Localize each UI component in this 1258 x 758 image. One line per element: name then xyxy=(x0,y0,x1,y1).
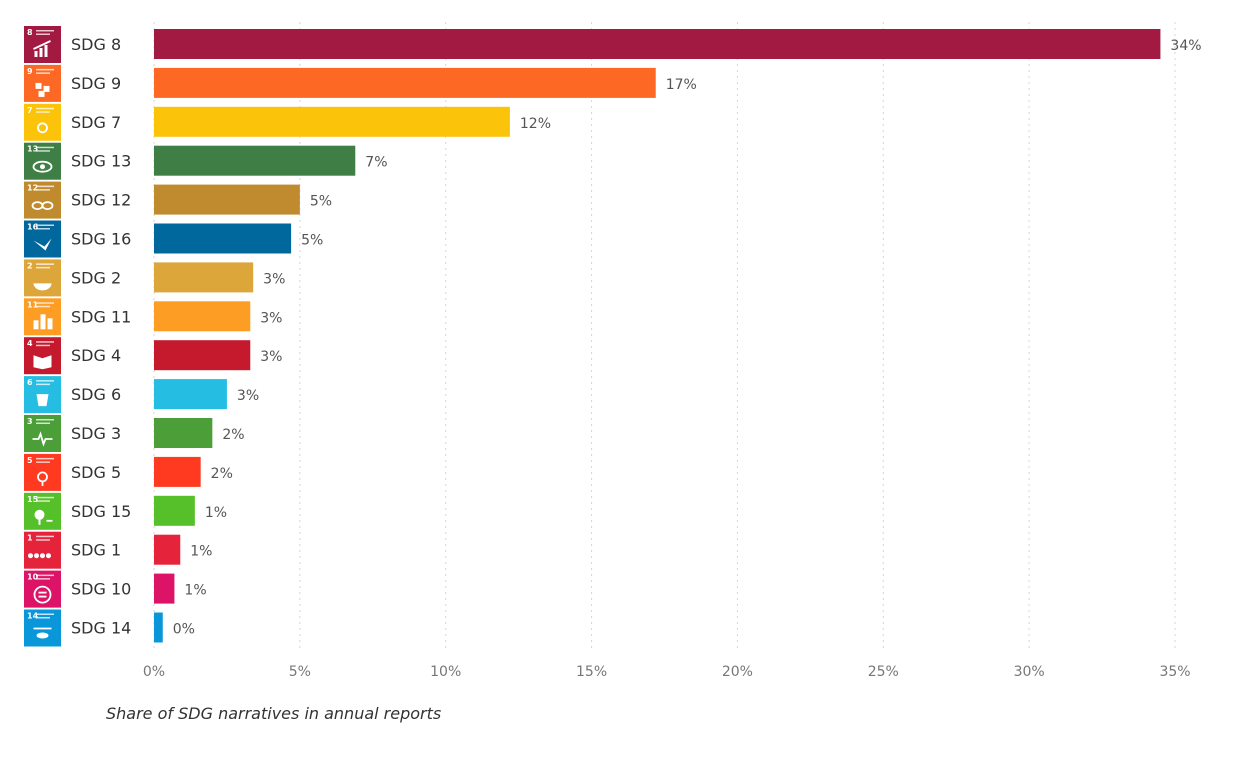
category-labels: SDG 8 SDG 9 SDG 7 SDG 13 SDG 12 SDG 16 SDG 2 SD… xyxy=(71,35,131,638)
bar xyxy=(154,456,201,487)
infinity-icon: 12 xyxy=(24,181,61,219)
value-label: 2% xyxy=(222,427,244,443)
bar xyxy=(154,223,292,254)
heartbeat-icon: 3 xyxy=(24,415,61,452)
svg-text:15: 15 xyxy=(27,495,39,504)
industry-cubes-icon: 9 xyxy=(24,64,61,102)
value-label: 1% xyxy=(190,544,212,560)
x-tick-label: 30% xyxy=(1014,664,1045,680)
food-bowl-icon: 2 xyxy=(24,259,61,297)
svg-text:13: 13 xyxy=(27,145,38,154)
value-label: 1% xyxy=(184,583,206,599)
svg-text:5: 5 xyxy=(27,456,33,465)
x-axis-ticks: 0% 5% 10% 15% 20% 25% 30% 35% xyxy=(143,664,1191,680)
svg-text:3: 3 xyxy=(27,417,33,426)
svg-text:14: 14 xyxy=(27,612,39,621)
gridlines xyxy=(153,22,1176,648)
category-label: SDG 10 xyxy=(71,580,131,599)
value-label: 5% xyxy=(310,194,332,210)
people-family-icon: 1 xyxy=(24,531,61,569)
svg-text:8: 8 xyxy=(27,28,33,37)
bar xyxy=(154,262,254,293)
bar xyxy=(154,534,181,565)
bars xyxy=(154,29,1161,643)
value-label: 1% xyxy=(205,505,227,521)
bar xyxy=(154,184,300,215)
bar xyxy=(154,495,195,526)
category-label: SDG 13 xyxy=(71,152,131,171)
svg-text:11: 11 xyxy=(27,300,39,309)
value-label: 7% xyxy=(365,155,387,171)
city-buildings-icon: 11 xyxy=(24,298,61,336)
category-label: SDG 5 xyxy=(71,463,121,482)
category-label: SDG 15 xyxy=(71,502,131,521)
svg-text:7: 7 xyxy=(27,106,33,115)
tree-bird-icon: 15 xyxy=(24,492,61,530)
value-label: 3% xyxy=(263,271,285,287)
bar xyxy=(154,301,251,332)
category-label: SDG 16 xyxy=(71,230,131,249)
value-label: 0% xyxy=(173,622,195,638)
value-label: 12% xyxy=(520,116,551,132)
value-label: 2% xyxy=(211,466,233,482)
svg-text:1: 1 xyxy=(27,534,33,543)
climate-eye-icon: 13 xyxy=(24,142,61,180)
x-tick-label: 10% xyxy=(430,664,461,680)
category-label: SDG 9 xyxy=(71,74,121,93)
svg-text:4: 4 xyxy=(27,339,33,348)
value-label: 5% xyxy=(301,233,323,249)
x-tick-label: 25% xyxy=(868,664,899,680)
x-tick-label: 35% xyxy=(1159,664,1190,680)
water-drop-icon: 6 xyxy=(24,376,61,414)
x-tick-label: 20% xyxy=(722,664,753,680)
x-tick-label: 15% xyxy=(576,664,607,680)
bar xyxy=(154,379,227,410)
svg-text:6: 6 xyxy=(27,378,33,387)
sdg-icons: 8 9 7 13 12 16 2 11 4 6 3 5 15 1 10 14 xyxy=(24,26,61,647)
bar xyxy=(154,106,510,137)
gender-equality-icon: 5 xyxy=(24,453,61,491)
x-tick-label: 0% xyxy=(143,664,165,680)
fish-waves-icon: 14 xyxy=(24,609,61,647)
bar xyxy=(154,67,656,98)
category-label: SDG 7 xyxy=(71,113,121,132)
equality-arrows-icon: 10 xyxy=(24,570,61,608)
category-label: SDG 4 xyxy=(71,346,121,365)
dove-icon: 16 xyxy=(24,220,61,258)
x-tick-label: 5% xyxy=(289,664,311,680)
value-label: 3% xyxy=(237,388,259,404)
category-label: SDG 8 xyxy=(71,35,121,54)
category-label: SDG 3 xyxy=(71,424,121,443)
growth-chart-icon: 8 xyxy=(24,26,61,63)
value-label: 3% xyxy=(260,349,282,365)
value-label: 17% xyxy=(666,77,697,93)
bar xyxy=(154,612,163,643)
chart-caption: Share of SDG narratives in annual report… xyxy=(106,704,442,723)
svg-text:10: 10 xyxy=(27,573,39,582)
category-label: SDG 12 xyxy=(71,191,131,210)
sun-icon: 7 xyxy=(24,103,61,141)
bar xyxy=(154,340,251,371)
bar xyxy=(154,29,1161,59)
svg-text:16: 16 xyxy=(27,223,39,232)
value-label: 34% xyxy=(1170,38,1201,54)
bar xyxy=(154,145,356,176)
svg-text:9: 9 xyxy=(27,67,33,76)
category-label: SDG 1 xyxy=(71,541,121,560)
bar xyxy=(154,418,213,448)
book-icon: 4 xyxy=(24,337,61,375)
value-label: 3% xyxy=(260,310,282,326)
svg-text:2: 2 xyxy=(27,261,33,270)
category-label: SDG 11 xyxy=(71,307,131,326)
value-labels: 34% 17% 12% 7% 5% 5% 3% 3% 3% 3% 2% 2% 1% 1% 1% 0% xyxy=(173,38,1202,638)
category-label: SDG 14 xyxy=(71,619,131,638)
svg-text:12: 12 xyxy=(27,184,38,193)
category-label: SDG 2 xyxy=(71,268,121,287)
category-label: SDG 6 xyxy=(71,385,121,404)
bar xyxy=(154,573,175,604)
